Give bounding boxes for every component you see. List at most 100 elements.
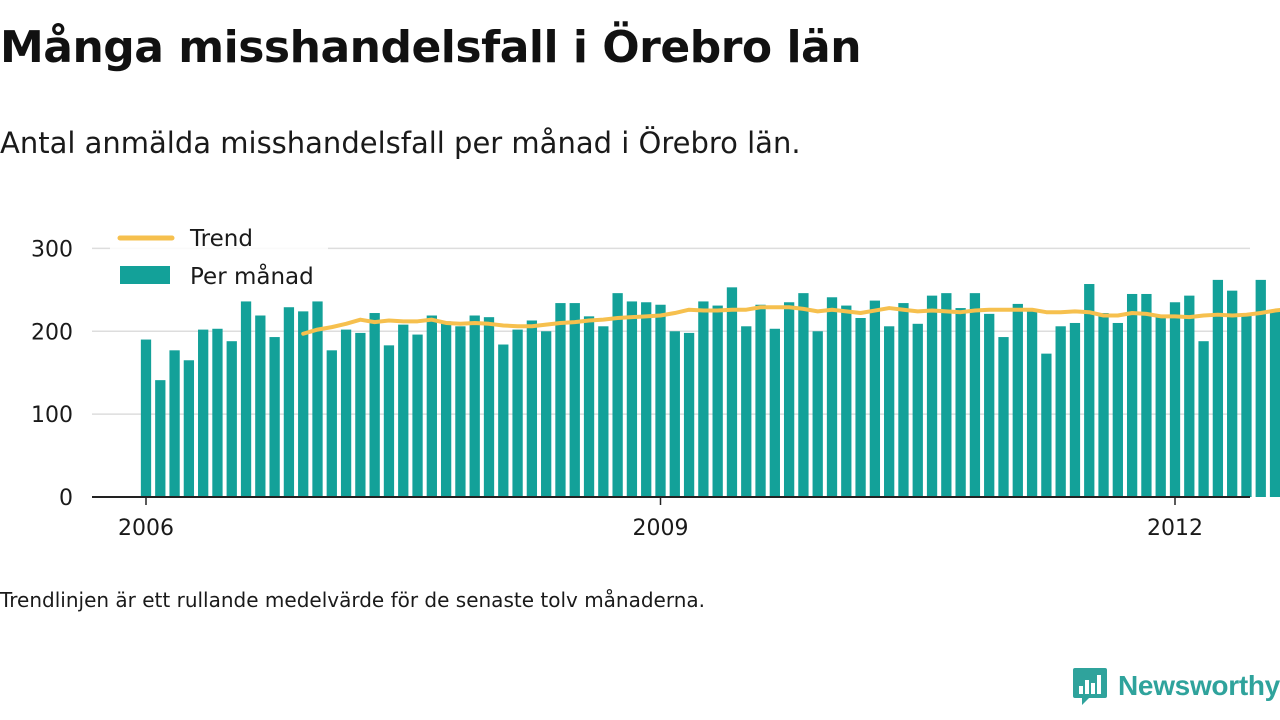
bar xyxy=(884,326,895,497)
bar xyxy=(1169,302,1181,497)
legend-trend-label: Trend xyxy=(189,226,253,252)
bar xyxy=(698,301,709,497)
x-axis-ticks: 2006200920122015201820212024 xyxy=(118,497,1203,541)
bar xyxy=(1055,326,1066,497)
bar xyxy=(683,332,695,497)
chart-title: Många misshandelsfall i Örebro län xyxy=(0,22,862,73)
bar xyxy=(226,341,237,497)
bar xyxy=(426,315,437,497)
bar xyxy=(669,331,680,497)
chart-subtitle: Antal anmälda misshandelsfall per månad … xyxy=(0,126,801,160)
bar xyxy=(898,303,909,497)
bar xyxy=(941,293,952,497)
bar xyxy=(198,329,209,497)
bar xyxy=(1227,290,1238,497)
bar xyxy=(626,301,638,497)
brand: Newsworthy xyxy=(1072,664,1280,708)
bar xyxy=(1084,284,1095,497)
bar xyxy=(1155,314,1166,497)
bar xyxy=(783,302,795,497)
bar xyxy=(1241,313,1252,497)
brand-name: Newsworthy xyxy=(1118,670,1280,701)
bar xyxy=(412,334,423,497)
bar xyxy=(955,308,966,497)
bar xyxy=(998,337,1009,497)
bar-chart-speech-bubble-icon xyxy=(1073,668,1107,705)
bar xyxy=(155,380,166,497)
bar xyxy=(498,344,509,497)
bar xyxy=(269,337,280,497)
bar xyxy=(798,293,809,497)
bar xyxy=(1112,322,1123,497)
bar xyxy=(1126,293,1138,497)
y-tick-label: 100 xyxy=(31,403,73,428)
bar xyxy=(1012,303,1023,497)
bar xyxy=(969,293,981,497)
bar xyxy=(841,305,852,497)
bar xyxy=(569,303,580,497)
bar xyxy=(612,293,623,497)
bar xyxy=(312,301,323,497)
y-tick-label: 0 xyxy=(59,486,73,511)
bar xyxy=(1269,310,1280,497)
bar xyxy=(255,315,266,497)
bar-series-per-manad xyxy=(140,279,1280,497)
y-tick-label: 300 xyxy=(31,237,73,262)
bar xyxy=(769,328,780,497)
bar xyxy=(755,304,766,497)
bar xyxy=(1255,279,1266,497)
x-tick-label: 2012 xyxy=(1147,516,1203,541)
bar xyxy=(340,329,352,497)
bar xyxy=(641,302,652,497)
bar xyxy=(455,326,466,497)
bar xyxy=(483,317,495,497)
bar xyxy=(812,331,823,497)
bar xyxy=(1184,295,1195,497)
trend-line xyxy=(301,305,1280,336)
bar xyxy=(369,313,380,497)
bar xyxy=(1098,313,1109,497)
bar xyxy=(869,300,881,497)
bar xyxy=(512,329,523,497)
bar xyxy=(855,318,866,497)
bar xyxy=(283,307,295,497)
y-axis-ticks: 0 100 200 300 xyxy=(31,237,73,511)
legend-bar-swatch xyxy=(120,266,170,284)
bar xyxy=(583,316,595,497)
bar xyxy=(912,323,923,497)
legend-bar-label: Per månad xyxy=(190,262,314,290)
bar xyxy=(212,328,223,497)
bar xyxy=(1198,341,1209,497)
bar xyxy=(1212,279,1224,497)
bar xyxy=(355,332,366,497)
bar xyxy=(712,305,723,497)
bar xyxy=(526,320,538,497)
bar xyxy=(240,301,252,497)
bar xyxy=(398,324,409,497)
bar xyxy=(541,331,552,497)
bar xyxy=(726,287,738,497)
bar xyxy=(1141,293,1152,497)
bar xyxy=(169,350,180,497)
bar xyxy=(183,360,195,497)
bar xyxy=(655,304,666,497)
bar xyxy=(469,315,480,497)
bar xyxy=(440,321,452,497)
bar xyxy=(1069,322,1081,497)
footnote: Trendlinjen är ett rullande medelvärde f… xyxy=(0,588,706,612)
x-tick-label: 2009 xyxy=(633,516,689,541)
bar xyxy=(826,297,838,497)
x-tick-label: 2006 xyxy=(118,516,174,541)
bar xyxy=(984,313,995,497)
bar xyxy=(555,303,566,497)
bar xyxy=(741,326,752,497)
bar xyxy=(140,339,152,497)
bar xyxy=(598,326,609,497)
bar xyxy=(926,295,938,497)
bar xyxy=(298,311,309,497)
legend: Trend Per månad xyxy=(110,220,328,292)
bar xyxy=(1026,311,1038,497)
bar xyxy=(383,345,395,497)
bar xyxy=(326,350,337,497)
